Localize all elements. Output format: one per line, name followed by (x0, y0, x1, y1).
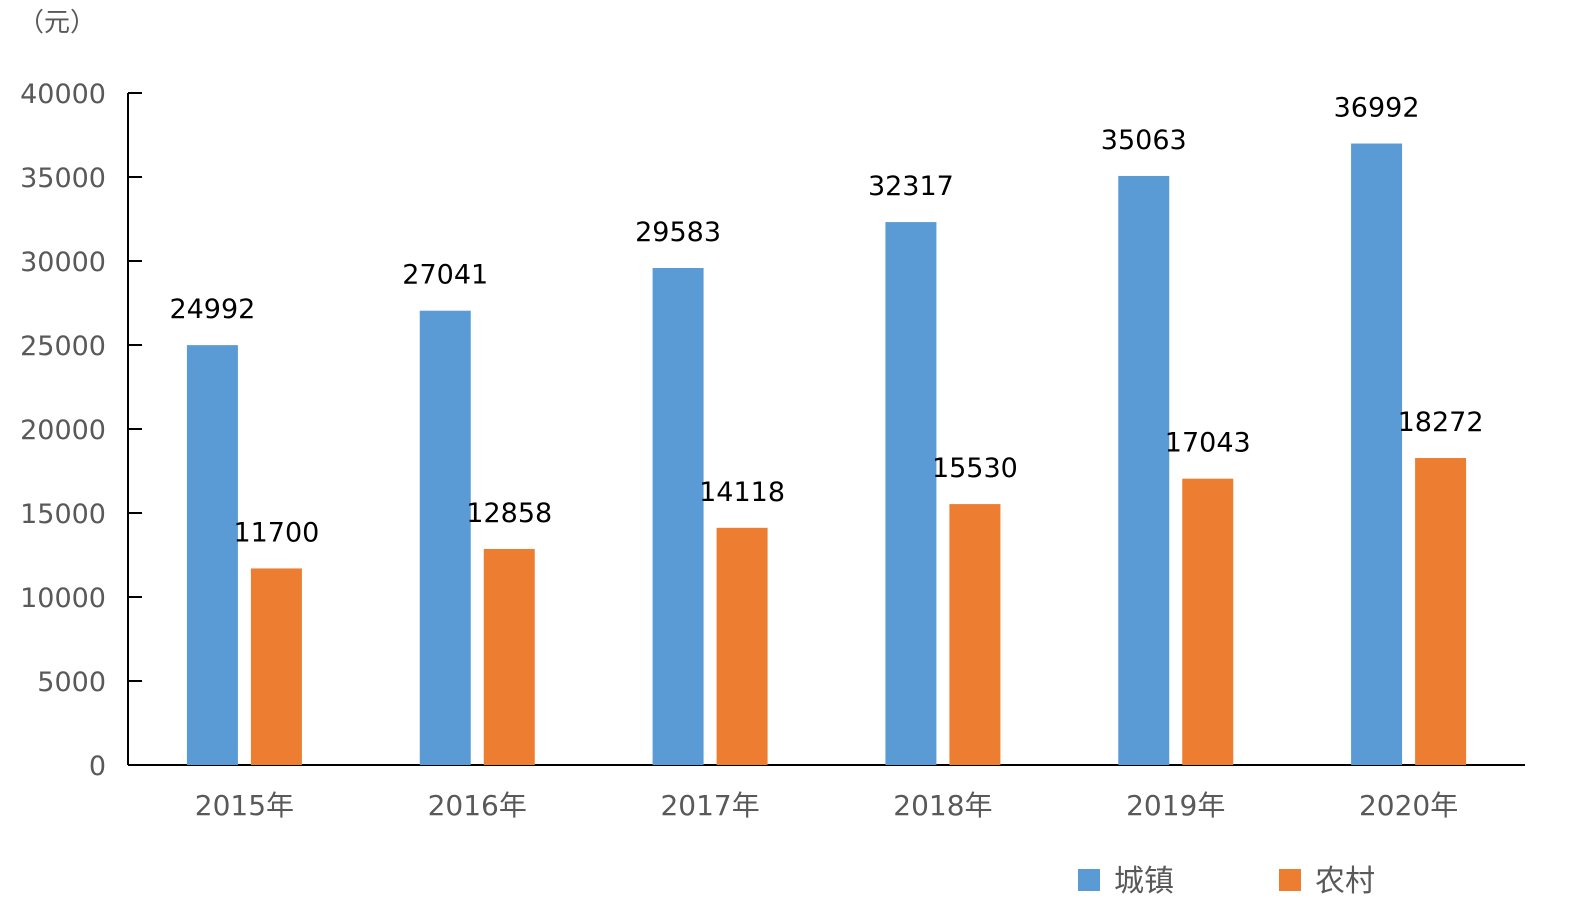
bar-rural (1182, 478, 1234, 765)
legend: 城镇 农村 (1078, 864, 1375, 899)
y-tick-label: 30000 (20, 247, 106, 278)
bar-rural (483, 548, 535, 765)
y-tick-label: 20000 (20, 415, 106, 446)
data-label-urban: 29583 (635, 217, 721, 248)
y-tick-label: 0 (89, 751, 106, 782)
bar-urban (1351, 143, 1403, 765)
data-label-rural: 17043 (1165, 428, 1251, 459)
x-tick-label: 2020年 (1359, 789, 1458, 822)
y-tick-label: 10000 (20, 583, 106, 614)
axes (127, 93, 1525, 766)
legend-label: 农村 (1315, 864, 1375, 899)
data-label-rural: 12858 (466, 498, 552, 529)
x-tick-label: 2019年 (1126, 789, 1225, 822)
y-tick-label: 35000 (20, 163, 106, 194)
legend-swatch (1078, 869, 1100, 891)
data-label-urban: 27041 (402, 260, 488, 291)
x-tick-label: 2016年 (428, 789, 527, 822)
legend-label: 城镇 (1114, 864, 1174, 899)
data-labels: 24992 11700 27041 12858 29583 14118 32317 15530… (169, 93, 1483, 549)
legend-swatch (1279, 869, 1301, 891)
data-label-urban: 24992 (169, 294, 255, 325)
bar-rural (1415, 458, 1467, 765)
data-label-urban: 32317 (868, 171, 954, 202)
bar-urban (652, 268, 704, 765)
data-label-rural: 15530 (932, 453, 1018, 484)
bar-urban (186, 345, 238, 765)
y-tick-label: 5000 (37, 667, 106, 698)
bars (186, 143, 1467, 766)
bar-rural (250, 568, 302, 765)
bar-rural (716, 527, 768, 765)
bar-rural (949, 504, 1001, 765)
data-label-urban: 35063 (1101, 125, 1187, 156)
x-tick-label: 2017年 (660, 789, 759, 822)
x-tick-label: 2018年 (893, 789, 992, 822)
y-tick-label: 15000 (20, 499, 106, 530)
data-label-urban: 36992 (1334, 93, 1420, 124)
x-tick-label: 2015年 (195, 789, 294, 822)
y-tick-label: 40000 (20, 79, 106, 110)
bar-urban (1118, 175, 1170, 766)
y-axis-ticks: 0 5000 10000 15000 20000 25000 30000 35000 40000 (20, 79, 142, 782)
data-label-rural: 18272 (1398, 407, 1484, 438)
data-label-rural: 11700 (233, 517, 319, 548)
y-axis-unit-label: （元） (18, 8, 97, 38)
x-axis-ticks: 2015年 2016年 2017年 2018年 2019年 2020年 (195, 789, 1458, 822)
bar-urban (885, 222, 937, 765)
y-tick-label: 25000 (20, 331, 106, 362)
data-label-rural: 14118 (699, 477, 785, 508)
bar-urban (419, 310, 471, 765)
